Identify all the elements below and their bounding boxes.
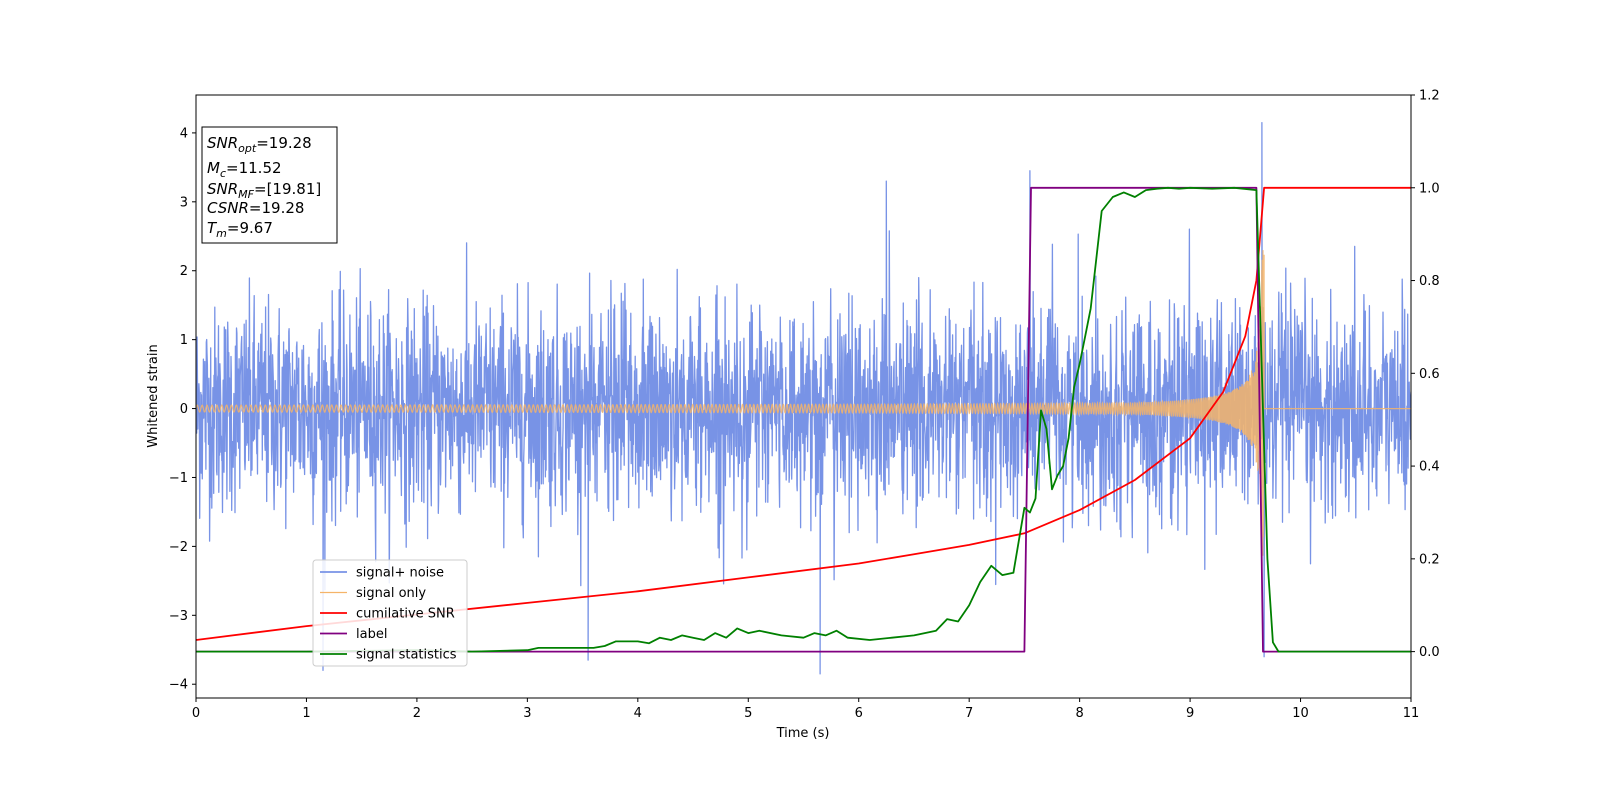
x-tick-label: 2 bbox=[413, 706, 421, 721]
series-signal-only bbox=[196, 250, 1411, 567]
y2-tick-label: 1.2 bbox=[1419, 89, 1440, 104]
y2-tick-label: 1.0 bbox=[1419, 181, 1440, 196]
y2-tick-label: 0.6 bbox=[1419, 367, 1440, 382]
series-signal-noise bbox=[196, 121, 1411, 675]
plot-frame bbox=[195, 94, 1412, 699]
info-line: Tm=9.67 bbox=[207, 219, 273, 240]
legend-label: signal statistics bbox=[356, 648, 457, 663]
x-tick-label: 9 bbox=[1186, 706, 1194, 721]
series-layer bbox=[196, 121, 1411, 675]
legend-frame bbox=[312, 559, 468, 667]
x-tick-label: 3 bbox=[523, 706, 531, 721]
legend-label: cumilative SNR bbox=[356, 607, 455, 622]
legend-label: label bbox=[356, 627, 387, 642]
info-line: Mc=11.52 bbox=[207, 159, 282, 180]
y-tick-label: −2 bbox=[169, 540, 188, 555]
x-tick-label: 8 bbox=[1075, 706, 1083, 721]
y-tick-label: 2 bbox=[180, 264, 188, 279]
series-signal-statistics bbox=[196, 186, 1411, 653]
y-tick-label: 4 bbox=[180, 126, 188, 141]
info-box: SNRopt=19.28 Mc=11.52SNRMF=[19.81]CSNR=19… bbox=[201, 126, 338, 244]
y-tick-label: −3 bbox=[169, 609, 188, 624]
info-line: SNRMF=[19.81] bbox=[207, 180, 321, 201]
x-tick-label: 0 bbox=[192, 706, 200, 721]
y2-tick-label: 0.8 bbox=[1419, 274, 1440, 289]
info-box-frame bbox=[201, 126, 338, 244]
y2-tick-label: 0.2 bbox=[1419, 552, 1440, 567]
x-tick-label: 11 bbox=[1403, 706, 1420, 721]
x-tick-label: 7 bbox=[965, 706, 973, 721]
legend: signal+ noise signal only cumilative SNR la… bbox=[312, 559, 468, 667]
y-axis-right: 1.2 1.0 0.8 0.6 0.4 0.2 0.0 bbox=[1411, 89, 1440, 660]
series-cumulative-snr bbox=[196, 186, 1411, 641]
y2-tick-label: 0.0 bbox=[1419, 645, 1440, 660]
y-tick-label: 1 bbox=[180, 333, 188, 348]
y-tick-label: −1 bbox=[169, 471, 188, 486]
legend-label: signal only bbox=[356, 586, 426, 601]
x-axis: 0 1 2 3 4 5 6 7 8 9 10 11 bbox=[192, 698, 1419, 721]
y-axis-label: Whitened strain bbox=[146, 344, 161, 447]
x-tick-label: 5 bbox=[744, 706, 752, 721]
info-line: SNRopt=19.28 bbox=[207, 134, 312, 155]
y-tick-label: −4 bbox=[169, 678, 188, 693]
x-tick-label: 4 bbox=[634, 706, 642, 721]
x-tick-label: 10 bbox=[1292, 706, 1309, 721]
y-tick-label: 3 bbox=[180, 195, 188, 210]
legend-label: signal+ noise bbox=[356, 566, 444, 581]
y-axis-left: 4 3 2 1 0 −1 −2 −3 −4 bbox=[169, 126, 196, 693]
info-line: CSNR=19.28 bbox=[207, 199, 304, 217]
y2-tick-label: 0.4 bbox=[1419, 460, 1440, 475]
x-tick-label: 1 bbox=[302, 706, 310, 721]
y-tick-label: 0 bbox=[180, 402, 188, 417]
x-tick-label: 6 bbox=[855, 706, 863, 721]
x-axis-label: Time (s) bbox=[776, 726, 830, 741]
